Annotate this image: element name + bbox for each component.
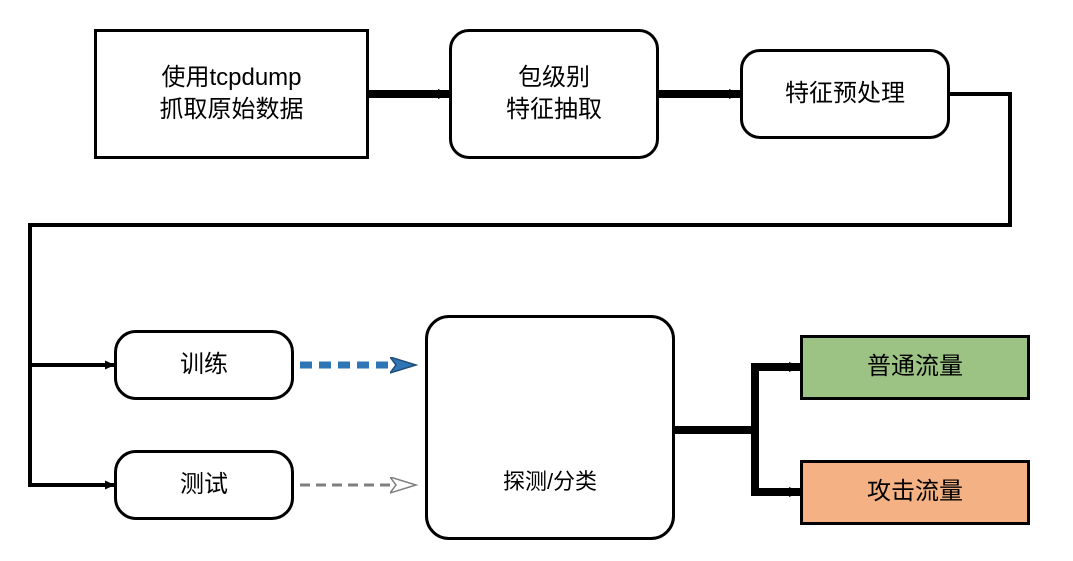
- ellipse-e1-label: 深度学习模型: [450, 330, 650, 400]
- node-n7: 普通流量: [800, 335, 1030, 400]
- ellipse-e1-text: 深度学习模型: [484, 349, 616, 381]
- node-n1-line1: 抓取原始数据: [160, 94, 304, 126]
- node-n3: 特征预处理: [740, 49, 950, 139]
- flowchart-canvas: { "diagram": { "type": "flowchart", "bac…: [0, 0, 1073, 561]
- ellipse-e2-text: 探测/分类: [503, 464, 597, 496]
- node-n8: 攻击流量: [800, 460, 1030, 525]
- edge-a6_up: [755, 367, 800, 434]
- node-n2: 包级别特征抽取: [449, 29, 659, 159]
- edge-a6_down: [755, 426, 800, 492]
- node-n8-line0: 攻击流量: [867, 476, 963, 508]
- node-n4-line0: 训练: [180, 349, 228, 381]
- node-n2-line1: 特征抽取: [506, 94, 602, 126]
- node-n2-line0: 包级别: [518, 62, 590, 94]
- ellipse-e2-label: 探测/分类: [455, 445, 645, 515]
- node-n1-line0: 使用tcpdump: [161, 62, 301, 94]
- node-n3-line0: 特征预处理: [785, 78, 905, 110]
- edge-a3_to_n5: [30, 425, 114, 485]
- node-n7-line0: 普通流量: [867, 351, 963, 383]
- node-n5-line0: 测试: [180, 469, 228, 501]
- node-n1: 使用tcpdump抓取原始数据: [94, 29, 369, 159]
- node-n5: 测试: [114, 450, 294, 520]
- node-n4: 训练: [114, 330, 294, 400]
